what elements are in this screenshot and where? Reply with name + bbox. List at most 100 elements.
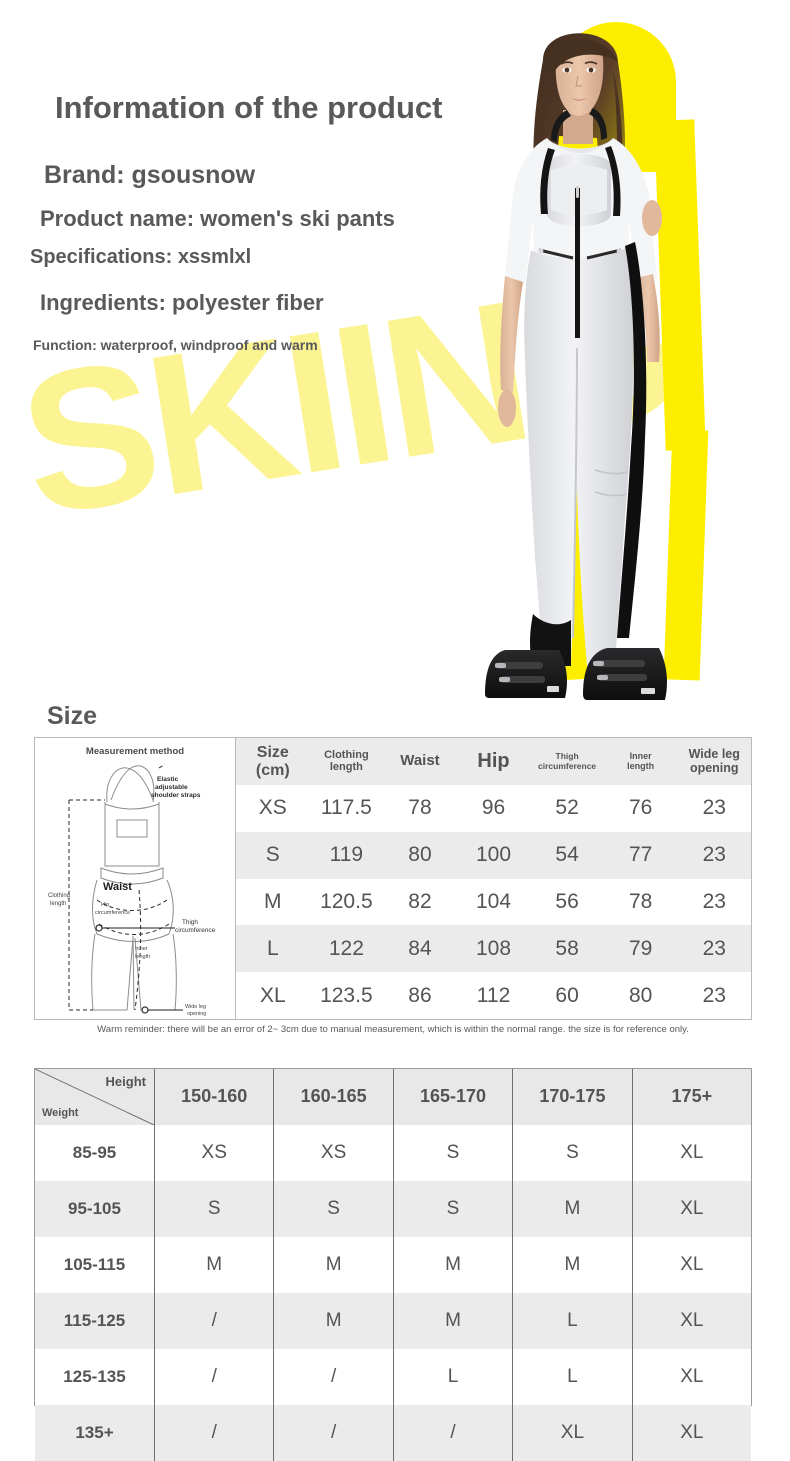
col-header-clothing-length: Clothing length xyxy=(324,748,369,773)
cell-recommended-size: M xyxy=(155,1236,275,1293)
diagram-label-thigh-circumference: Thigh xyxy=(182,919,198,926)
measurement-diagram-cell: Measurement method xyxy=(35,738,236,1019)
recommendation-header-row: Height Weight 150-160 160-165 165-170 17… xyxy=(35,1069,751,1125)
col-header-hip: Hip xyxy=(477,749,510,772)
row-header-weight: 115-125 xyxy=(35,1292,155,1349)
cell-recommended-size: S xyxy=(155,1180,275,1237)
corner-header-cell: Height Weight xyxy=(35,1069,155,1125)
table-row: M 120.5 82 104 56 78 23 xyxy=(236,879,751,926)
table-row: S 119 80 100 54 77 23 xyxy=(236,831,751,879)
cell-inner-length: 79 xyxy=(629,936,653,960)
col-header-height-range: 160-165 xyxy=(274,1069,394,1125)
svg-text:length: length xyxy=(135,954,150,960)
diagram-label-shoulder-straps: Elastic xyxy=(157,776,179,783)
measurement-header-row: Size (cm) Clothing length Waist Hip Thig… xyxy=(236,738,751,785)
diagonal-divider-line xyxy=(35,1069,154,1125)
cell-thigh: 56 xyxy=(555,889,579,913)
table-row: 135+ / / / XL XL xyxy=(35,1404,751,1461)
cell-inner-length: 77 xyxy=(629,843,653,867)
cell-recommended-size: M xyxy=(274,1236,394,1293)
row-header-weight: 95-105 xyxy=(35,1180,155,1237)
diagram-title: Measurement method xyxy=(85,746,185,757)
cell-waist: 80 xyxy=(408,843,432,867)
col-header-inner-length: Inner length xyxy=(627,750,655,771)
diagram-label-clothing-length: Clothing xyxy=(48,893,70,899)
cell-recommended-size: / xyxy=(155,1404,275,1461)
cell-inner-length: 76 xyxy=(629,796,653,820)
product-hero-banner: SKIING xyxy=(0,0,790,700)
svg-text:circumference: circumference xyxy=(95,910,130,916)
cell-recommended-size: M xyxy=(513,1180,633,1237)
cell-recommended-size: XS xyxy=(274,1124,394,1181)
corner-label-weight: Weight xyxy=(42,1106,79,1119)
cell-recommended-size: L xyxy=(513,1348,633,1405)
table-row: 115-125 / M M L XL xyxy=(35,1292,751,1349)
cell-recommended-size: XL xyxy=(513,1404,633,1461)
table-row: 105-115 M M M M XL xyxy=(35,1236,751,1293)
table-row: 125-135 / / L L XL xyxy=(35,1348,751,1405)
cell-waist: 84 xyxy=(408,936,432,960)
row-header-weight: 135+ xyxy=(35,1404,155,1461)
cell-recommended-size: XL xyxy=(680,1421,704,1443)
col-header-height-range: 150-160 xyxy=(155,1069,275,1125)
svg-text:opening: opening xyxy=(187,1011,206,1017)
warm-reminder-note: Warm reminder: there will be an error of… xyxy=(97,1024,689,1035)
size-recommendation-table: Height Weight 150-160 160-165 165-170 17… xyxy=(34,1068,752,1461)
cell-recommended-size: M xyxy=(394,1236,514,1293)
cell-recommended-size: / xyxy=(155,1292,275,1349)
cell-thigh: 58 xyxy=(555,936,579,960)
cell-hip: 96 xyxy=(481,796,506,820)
col-header-height-range: 175+ xyxy=(671,1086,713,1107)
cell-waist: 78 xyxy=(408,796,432,820)
cell-recommended-size: S xyxy=(394,1124,514,1181)
col-header-thigh-circumference: Thigh circumference xyxy=(538,751,597,771)
cell-inner-length: 78 xyxy=(629,889,653,913)
row-header-weight: 125-135 xyxy=(35,1348,155,1405)
cell-thigh: 54 xyxy=(555,843,579,867)
table-row: XS 117.5 78 96 52 76 23 xyxy=(236,785,751,832)
cell-clothing-length: 117.5 xyxy=(320,796,372,820)
cell-waist: 86 xyxy=(408,983,432,1007)
cell-inner-length: 80 xyxy=(629,983,653,1007)
product-function: Function: waterproof, windproof and warm xyxy=(33,337,318,353)
measurement-grid: Size (cm) Clothing length Waist Hip Thig… xyxy=(236,738,751,1019)
cell-size: XS xyxy=(258,796,287,820)
cell-thigh: 52 xyxy=(555,796,579,820)
cell-recommended-size: / xyxy=(274,1348,394,1405)
page-title: Information of the product xyxy=(55,90,443,125)
table-row: 85-95 XS XS S S XL xyxy=(35,1124,751,1181)
cell-wide-leg: 23 xyxy=(702,889,726,913)
measurement-table: Measurement method xyxy=(34,737,752,1020)
product-name: Product name: women's ski pants xyxy=(40,206,395,231)
cell-clothing-length: 119 xyxy=(329,843,364,867)
col-header-waist: Waist xyxy=(400,752,440,770)
table-row: 95-105 S S S M XL xyxy=(35,1180,751,1237)
cell-wide-leg: 23 xyxy=(702,983,726,1007)
cell-recommended-size: XL xyxy=(680,1309,704,1331)
col-header-size: Size (cm) xyxy=(255,744,290,779)
cell-recommended-size: M xyxy=(394,1292,514,1349)
cell-size: XL xyxy=(259,983,286,1007)
cell-clothing-length: 120.5 xyxy=(320,889,373,913)
cell-recommended-size: XL xyxy=(680,1197,704,1219)
row-header-weight: 85-95 xyxy=(35,1124,155,1181)
cell-recommended-size: / xyxy=(155,1348,275,1405)
svg-text:adjustable: adjustable xyxy=(155,784,188,791)
cell-recommended-size: S xyxy=(274,1180,394,1237)
ski-bib-measurement-diagram: Elastic adjustable shoulder straps Waist… xyxy=(48,763,216,1017)
cell-clothing-length: 122 xyxy=(328,936,364,960)
cell-recommended-size: L xyxy=(394,1348,514,1405)
cell-recommended-size: / xyxy=(274,1404,394,1461)
cell-thigh: 60 xyxy=(555,983,579,1007)
diagram-label-hip-circumference: Hip xyxy=(101,902,109,908)
cell-hip: 104 xyxy=(476,889,512,913)
table-row: XL 123.5 86 112 60 80 23 xyxy=(236,972,751,1019)
cell-recommended-size: L xyxy=(513,1292,633,1349)
svg-text:shoulder straps: shoulder straps xyxy=(151,792,201,799)
cell-hip: 100 xyxy=(476,843,512,867)
cell-recommended-size: S xyxy=(513,1124,633,1181)
cell-wide-leg: 23 xyxy=(702,796,726,820)
cell-waist: 82 xyxy=(408,889,432,913)
cell-hip: 112 xyxy=(476,983,511,1007)
diagram-label-wide-leg-opening: Wide leg xyxy=(185,1004,206,1010)
